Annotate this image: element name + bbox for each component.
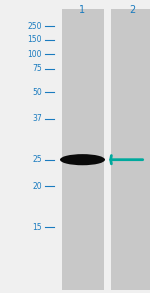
Text: 75: 75 (32, 64, 42, 73)
FancyBboxPatch shape (111, 9, 150, 290)
Text: 50: 50 (32, 88, 42, 97)
Text: 150: 150 (27, 35, 42, 44)
Text: 2: 2 (129, 5, 135, 15)
Text: 37: 37 (32, 114, 42, 123)
FancyBboxPatch shape (61, 9, 103, 290)
Text: 100: 100 (27, 50, 42, 59)
Text: 1: 1 (80, 5, 85, 15)
Text: 15: 15 (32, 223, 42, 231)
Text: 25: 25 (32, 155, 42, 164)
Text: 250: 250 (27, 22, 42, 31)
Text: 20: 20 (32, 182, 42, 190)
Ellipse shape (60, 154, 105, 165)
